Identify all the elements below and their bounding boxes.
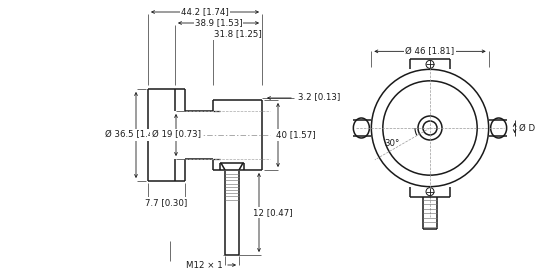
Text: M12 × 1: M12 × 1 <box>186 260 223 269</box>
Text: 12 [0.47]: 12 [0.47] <box>253 208 293 217</box>
Text: 7.7 [0.30]: 7.7 [0.30] <box>145 198 188 207</box>
Text: 44.2 [1.74]: 44.2 [1.74] <box>181 7 229 16</box>
Text: Ø 19 [0.73]: Ø 19 [0.73] <box>151 130 201 140</box>
Text: 31.8 [1.25]: 31.8 [1.25] <box>214 29 262 38</box>
Text: Ø D: Ø D <box>519 123 535 132</box>
Text: 38.9 [1.53]: 38.9 [1.53] <box>195 19 242 28</box>
Text: 40 [1.57]: 40 [1.57] <box>276 130 316 140</box>
Text: 30°: 30° <box>385 138 400 147</box>
Text: Ø 46 [1.81]: Ø 46 [1.81] <box>405 47 454 56</box>
Text: Ø 36.5 [1.44]: Ø 36.5 [1.44] <box>106 130 163 140</box>
Text: 3.2 [0.13]: 3.2 [0.13] <box>298 93 340 102</box>
